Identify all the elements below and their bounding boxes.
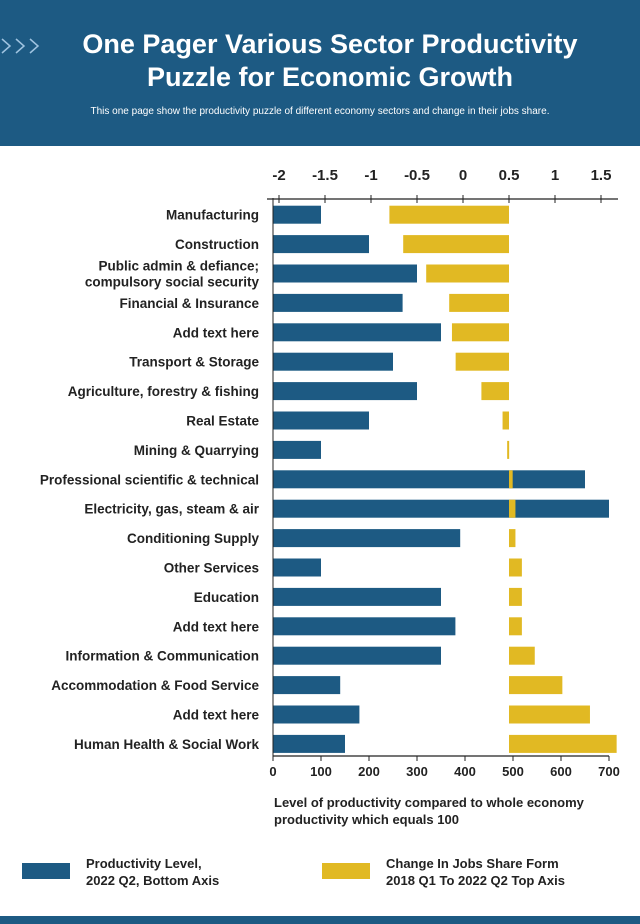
jobs-change-bar <box>451 323 509 342</box>
chevron-arrows-icon <box>1 38 40 54</box>
top-axis-tick-label: 0.5 <box>499 167 520 184</box>
category-label: Public admin & defiance; compulsory socia… <box>85 259 260 290</box>
header-banner: One Pager Various Sector Productivity Pu… <box>0 0 640 146</box>
page-subtitle: This one page show the productivity puzz… <box>90 106 550 117</box>
jobs-change-bar <box>509 499 516 518</box>
category-label: Agriculture, forestry & fishing <box>68 384 259 399</box>
category-label: Construction <box>175 237 259 252</box>
category-label: Real Estate <box>186 414 259 429</box>
jobs-change-bar <box>509 676 563 695</box>
productivity-bar <box>273 293 403 312</box>
productivity-bar <box>273 676 341 695</box>
category-label: Add text here <box>173 325 260 340</box>
top-axis-tick-label: -0.5 <box>404 167 430 184</box>
category-label: Electricity, gas, steam & air <box>84 502 259 517</box>
jobs-change-bar <box>502 411 509 430</box>
category-label: Accommodation & Food Service <box>51 678 259 693</box>
jobs-change-bar <box>509 587 522 606</box>
category-label: Human Health & Social Work <box>74 737 260 752</box>
productivity-bar <box>273 587 441 606</box>
category-label: Add text here <box>173 619 260 634</box>
productivity-bar <box>273 734 345 753</box>
productivity-bar <box>273 617 456 636</box>
productivity-bar <box>273 382 417 401</box>
bottom-axis-tick-label: 500 <box>502 764 524 779</box>
bottom-axis-tick-label: 0 <box>269 764 276 779</box>
productivity-bar <box>273 646 441 665</box>
category-label: Other Services <box>164 561 259 576</box>
jobs-change-bar <box>509 529 516 548</box>
category-label: Conditioning Supply <box>127 531 259 546</box>
jobs-change-bar <box>449 293 509 312</box>
category-label: Financial & Insurance <box>119 296 259 311</box>
category-label: Education <box>194 590 259 605</box>
jobs-change-bar <box>509 646 535 665</box>
jobs-change-bar <box>507 440 510 459</box>
jobs-change-bar <box>509 734 617 753</box>
bottom-axis-tick-label: 600 <box>550 764 572 779</box>
top-axis-tick-label: 1 <box>551 167 559 184</box>
productivity-bar <box>273 205 321 224</box>
productivity-bar <box>273 323 441 342</box>
productivity-bar <box>273 440 321 459</box>
page-title: One Pager Various Sector Productivity Pu… <box>82 29 578 92</box>
jobs-change-bar <box>509 617 522 636</box>
legend-label-jobs-change: Change In Jobs Share Form 2018 Q1 To 202… <box>386 856 565 888</box>
jobs-change-bar <box>509 470 513 489</box>
productivity-bar <box>273 352 393 371</box>
productivity-bar <box>273 558 321 577</box>
footer-bar <box>0 916 640 924</box>
jobs-change-bar <box>426 264 509 283</box>
legend-swatch-productivity <box>22 863 70 879</box>
sector-productivity-chart: Manufacturing Construction Public admin & … <box>40 167 620 779</box>
bottom-axis-note: Level of productivity compared to whole … <box>274 795 584 827</box>
jobs-change-bar <box>509 705 590 724</box>
productivity-bar <box>273 235 369 254</box>
productivity-bar <box>273 705 360 724</box>
productivity-bar <box>273 529 461 548</box>
jobs-change-bar <box>455 352 509 371</box>
legend-productivity: Productivity Level, 2022 Q2, Bottom Axis <box>22 855 306 889</box>
productivity-bar <box>273 411 369 430</box>
jobs-change-bar <box>481 382 509 401</box>
bottom-axis-tick-label: 400 <box>454 764 476 779</box>
bottom-axis-tick-label: 700 <box>598 764 620 779</box>
legend-jobs-change: Change In Jobs Share Form 2018 Q1 To 202… <box>322 855 606 889</box>
productivity-bar <box>273 499 609 518</box>
top-axis-tick-label: -2 <box>272 167 285 184</box>
bottom-axis-tick-label: 200 <box>358 764 380 779</box>
productivity-bar <box>273 264 417 283</box>
jobs-change-bar <box>389 205 509 224</box>
category-label: Mining & Quarrying <box>134 443 259 458</box>
category-label: Professional scientific & technical <box>40 472 259 487</box>
category-label: Manufacturing <box>166 208 259 223</box>
top-axis-tick-label: -1 <box>364 167 377 184</box>
top-axis-tick-label: -1.5 <box>312 167 338 184</box>
bottom-axis-tick-label: 100 <box>310 764 332 779</box>
jobs-change-bar <box>509 558 522 577</box>
top-axis-tick-label: 1.5 <box>591 167 612 184</box>
legend-swatch-jobs-change <box>322 863 370 879</box>
jobs-change-bar <box>403 235 509 254</box>
top-axis-tick-label: 0 <box>459 167 467 184</box>
legend-label-productivity: Productivity Level, 2022 Q2, Bottom Axis <box>86 856 220 888</box>
category-label: Add text here <box>173 708 260 723</box>
category-label: Transport & Storage <box>129 355 259 370</box>
category-label: Information & Communication <box>66 649 260 664</box>
productivity-bar <box>273 470 585 489</box>
bottom-axis-tick-label: 300 <box>406 764 428 779</box>
